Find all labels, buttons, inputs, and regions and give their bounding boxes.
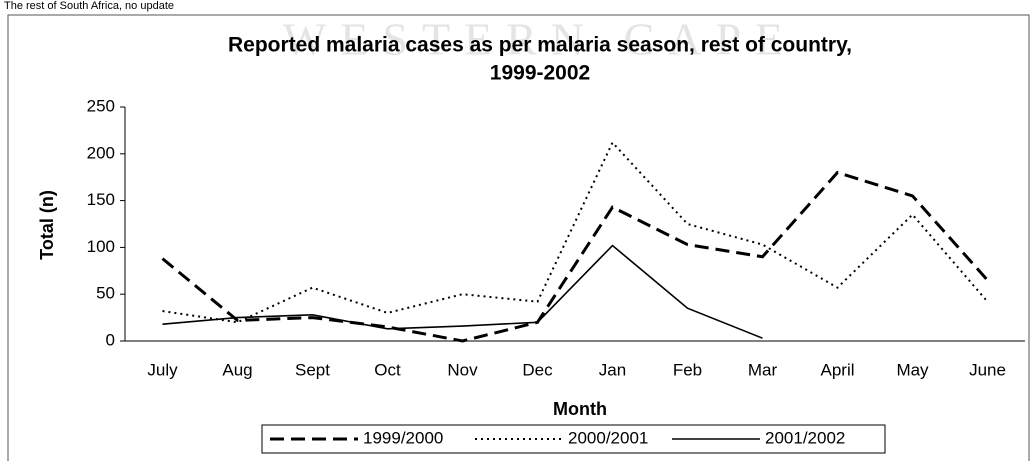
- x-tick-label: Mar: [748, 360, 778, 379]
- series-line: [161, 170, 989, 343]
- header-text: The rest of South Africa, no update: [4, 0, 174, 12]
- y-tick-label: 250: [87, 96, 115, 115]
- x-tick-label: June: [969, 360, 1006, 379]
- y-tick-label: 150: [87, 190, 115, 209]
- chart-title: Reported malaria cases as per malaria se…: [228, 34, 852, 57]
- x-tick-label: April: [820, 360, 854, 379]
- x-tick-label: May: [896, 360, 929, 379]
- y-axis-label: Total (n): [37, 190, 57, 260]
- x-tick-label: Aug: [222, 360, 252, 379]
- y-tick-label: 100: [87, 237, 115, 256]
- y-tick-label: 200: [87, 143, 115, 162]
- x-tick-label: Nov: [447, 360, 478, 379]
- watermark: WESTERN CAPE: [283, 14, 797, 65]
- x-tick-label: Oct: [374, 360, 401, 379]
- legend-label: 1999/2000: [363, 428, 443, 447]
- x-tick-label: Dec: [522, 360, 553, 379]
- x-tick-label: Sept: [295, 360, 330, 379]
- chart-border: [7, 14, 1030, 461]
- y-tick-label: 50: [96, 284, 115, 303]
- series-line: [162, 244, 763, 339]
- x-axis-label: Month: [553, 399, 607, 419]
- legend-label: 2000/2001: [568, 428, 648, 447]
- x-tick-label: July: [147, 360, 178, 379]
- series-line: [162, 140, 989, 324]
- chart-subtitle: 1999-2002: [490, 62, 590, 85]
- legend-box: [261, 424, 886, 454]
- x-tick-label: Jan: [599, 360, 626, 379]
- legend-label: 2001/2002: [765, 428, 845, 447]
- y-tick-label: 0: [106, 330, 115, 349]
- x-tick-label: Feb: [673, 360, 702, 379]
